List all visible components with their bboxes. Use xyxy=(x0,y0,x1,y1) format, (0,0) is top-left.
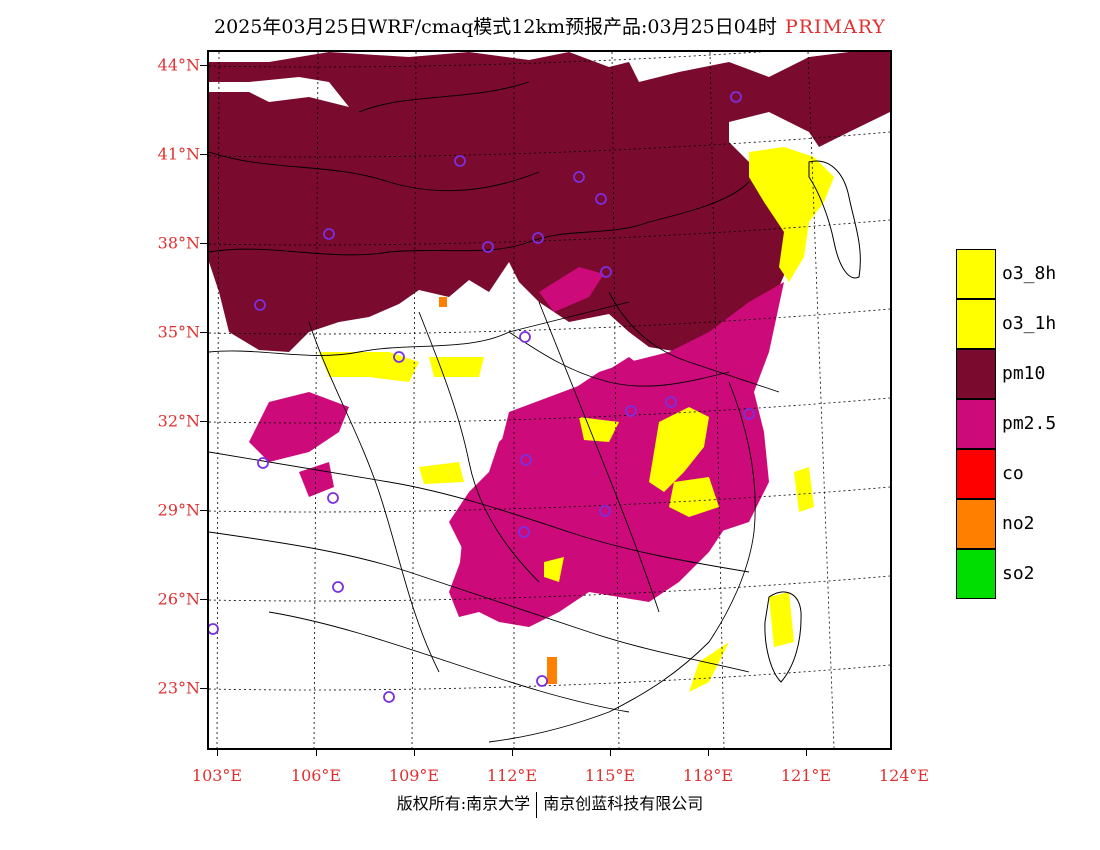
lon-label-124: 124°E xyxy=(878,766,930,785)
legend-label: no2 xyxy=(1002,513,1035,534)
o3-region xyxy=(749,147,834,282)
station-markers xyxy=(209,91,755,703)
lon-tick xyxy=(512,750,513,756)
legend-label: so2 xyxy=(1002,563,1035,584)
legend-swatch xyxy=(956,499,996,549)
lon-label-103: 103°E xyxy=(191,766,243,785)
lon-tick xyxy=(708,750,709,756)
lat-label-32: 32°N xyxy=(157,411,200,431)
no2-region xyxy=(547,657,557,684)
lon-tick xyxy=(217,750,218,756)
lat-label-29: 29°N xyxy=(157,500,200,520)
lat-tick xyxy=(200,332,207,333)
o3-region xyxy=(689,642,729,692)
lon-label-115: 115°E xyxy=(584,766,636,785)
copyright-left: 版权所有:南京大学 xyxy=(396,794,531,813)
lat-tick xyxy=(200,421,207,422)
pm25-region xyxy=(709,422,769,532)
lon-tick xyxy=(806,750,807,756)
lat-tick xyxy=(200,688,207,689)
legend-label: pm10 xyxy=(1002,363,1046,384)
lon-label-121: 121°E xyxy=(780,766,832,785)
taiwan-outline xyxy=(764,591,802,683)
legend-swatch xyxy=(956,399,996,449)
legend-swatch xyxy=(956,349,996,399)
lat-label-26: 26°N xyxy=(157,589,200,609)
title-text: 2025年03月25日WRF/cmaq模式12km预报产品:03月25日04时 xyxy=(214,16,777,38)
lat-label-41: 41°N xyxy=(157,144,200,164)
lon-tick xyxy=(316,750,317,756)
legend-swatch xyxy=(956,549,996,599)
pm25-region xyxy=(249,392,349,462)
o3-region xyxy=(544,557,564,582)
lat-tick xyxy=(200,154,207,155)
footer-separator xyxy=(536,791,538,818)
copyright-right: 南京创蓝科技有限公司 xyxy=(543,794,704,813)
lat-label-44: 44°N xyxy=(157,55,200,75)
lat-label-35: 35°N xyxy=(157,322,200,342)
boundaries xyxy=(209,81,780,743)
lat-tick xyxy=(200,510,207,511)
primary-tag: PRIMARY xyxy=(784,16,886,38)
o3-region xyxy=(769,592,794,647)
legend-label: o3_8h xyxy=(1002,263,1057,284)
lat-label-23: 23°N xyxy=(157,678,200,698)
no2-region xyxy=(439,297,447,307)
legend-swatch xyxy=(956,249,996,299)
pm25-region xyxy=(539,267,604,312)
pm25-region xyxy=(299,462,334,497)
lon-label-109: 109°E xyxy=(388,766,440,785)
lon-label-106: 106°E xyxy=(290,766,342,785)
map-panel[interactable] xyxy=(207,50,892,750)
lat-tick xyxy=(200,243,207,244)
legend-label: o3_1h xyxy=(1002,313,1057,334)
legend-label: pm2.5 xyxy=(1002,413,1057,434)
copyright-footer: 版权所有:南京大学 南京创蓝科技有限公司 xyxy=(0,790,1100,818)
pm25-region xyxy=(499,522,629,582)
lon-label-112: 112°E xyxy=(486,766,538,785)
o3-region xyxy=(649,407,709,492)
legend-swatch xyxy=(956,449,996,499)
o3-region xyxy=(579,417,619,442)
lon-tick xyxy=(610,750,611,756)
pm10-gap xyxy=(209,77,349,107)
o3-region xyxy=(794,467,814,512)
o3-region xyxy=(429,357,484,377)
lat-label-38: 38°N xyxy=(157,233,200,253)
legend-swatch xyxy=(956,299,996,349)
pollutant-map xyxy=(209,52,890,748)
lat-tick xyxy=(200,65,207,66)
korea-outline xyxy=(808,160,861,279)
lon-label-118: 118°E xyxy=(682,766,734,785)
map-title: 2025年03月25日WRF/cmaq模式12km预报产品:03月25日04时 P… xyxy=(0,12,1100,39)
pm10-region xyxy=(209,52,890,352)
lat-tick xyxy=(200,599,207,600)
pm25-region xyxy=(499,357,649,472)
legend-label: co xyxy=(1002,463,1024,484)
lon-tick xyxy=(414,750,415,756)
o3-region xyxy=(419,462,464,484)
o3-region xyxy=(669,477,719,517)
